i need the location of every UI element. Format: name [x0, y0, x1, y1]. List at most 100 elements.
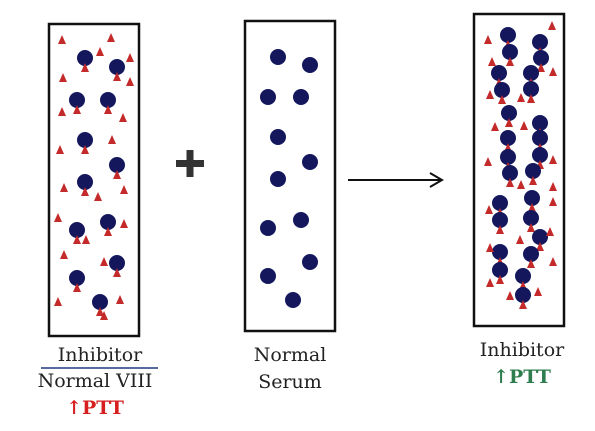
inhibitor-triangle: [484, 35, 492, 44]
normal-factor-dot: [270, 49, 286, 65]
inhibitor-triangle: [119, 113, 127, 122]
normal-factor-dot: [270, 171, 286, 187]
inhibitor-triangle: [54, 297, 62, 306]
neutralized-factor-dot: [491, 65, 507, 81]
left-tube-label-normal-viii: Normal VIII: [37, 370, 153, 392]
inhibitor-triangle: [100, 257, 108, 266]
neutralized-factor-dot: [492, 244, 508, 260]
neutralized-factor-dot: [500, 130, 516, 146]
right-tube-label-ptt-up: ↑PTT: [493, 366, 551, 388]
neutralized-factor-dot: [524, 190, 540, 206]
inhibitor-triangle: [520, 121, 528, 130]
plus-icon: [176, 150, 204, 177]
factor-viii-dot: [100, 92, 116, 108]
neutralized-factor-dot: [523, 81, 539, 97]
inhibitor-triangle: [82, 235, 90, 244]
normal-factor-dot: [293, 212, 309, 228]
bound-inhibitor-triangle: [519, 300, 527, 309]
inhibitor-triangle: [94, 192, 102, 201]
normal-factor-dot: [270, 129, 286, 145]
neutralized-factor-dot: [532, 229, 548, 245]
neutralized-factor-dot: [533, 50, 549, 66]
neutralized-factor-dot: [525, 163, 541, 179]
normal-factor-dot: [260, 220, 276, 236]
middle-tube-label-normal: Normal: [253, 344, 327, 366]
normal-factor-dot: [260, 268, 276, 284]
bound-inhibitor-triangle: [73, 105, 81, 114]
factor-viii-dot: [77, 50, 93, 66]
neutralized-factor-dot: [523, 246, 539, 262]
neutralized-factor-dot: [515, 268, 531, 284]
bound-inhibitor-triangle: [528, 203, 536, 212]
bound-inhibitor-triangle: [505, 118, 513, 127]
inhibitor-triangle: [116, 295, 124, 304]
neutralized-factor-dot: [500, 149, 516, 165]
inhibitor-triangle: [517, 93, 525, 102]
right-arrow-icon: [348, 172, 444, 188]
inhibitor-triangle: [107, 33, 115, 42]
inhibitor-triangle: [59, 73, 67, 82]
neutralized-factor-dot: [502, 44, 518, 60]
inhibitor-triangle: [120, 219, 128, 228]
neutralized-factor-dot: [523, 210, 539, 226]
bound-inhibitor-triangle: [527, 94, 535, 103]
normal-factor-dot: [293, 89, 309, 105]
inhibitor-triangle: [491, 122, 499, 131]
normal-factor-dot: [302, 57, 318, 73]
inhibitor-triangle: [486, 243, 494, 252]
neutralized-factor-dot: [523, 65, 539, 81]
inhibitor-triangle: [534, 287, 542, 296]
factor-viii-dot: [77, 132, 93, 148]
factor-viii-dot: [77, 174, 93, 190]
inhibitor-triangle: [506, 291, 514, 300]
neutralized-factor-dot: [532, 130, 548, 146]
neutralized-factor-dot: [501, 105, 517, 121]
neutralized-factor-dot: [492, 212, 508, 228]
tube-inhibitor-mixed: [472, 12, 566, 328]
normal-factor-dot: [260, 89, 276, 105]
bound-inhibitor-triangle: [113, 170, 121, 179]
inhibitor-triangle: [485, 205, 493, 214]
neutralized-factor-dot: [492, 195, 508, 211]
inhibitor-triangle: [549, 197, 557, 206]
inhibitor-triangle: [549, 257, 557, 266]
factor-viii-dot: [69, 222, 85, 238]
tube-normal-serum: [243, 19, 337, 333]
inhibitor-triangle: [56, 145, 64, 154]
inhibitor-triangle: [96, 47, 104, 56]
bound-inhibitor-triangle: [527, 259, 535, 268]
inhibitor-triangle: [100, 311, 108, 320]
bound-inhibitor-triangle: [113, 268, 121, 277]
bound-inhibitor-triangle: [536, 242, 544, 251]
factor-viii-dot: [109, 157, 125, 173]
inhibitor-triangle: [548, 21, 556, 30]
bound-inhibitor-triangle: [498, 95, 506, 104]
bound-inhibitor-triangle: [96, 307, 104, 316]
inhibitor-triangle: [516, 235, 524, 244]
factor-viii-dot: [100, 214, 116, 230]
left-tube-label-ptt-up: ↑PTT: [66, 397, 124, 419]
inhibitor-triangle: [517, 180, 525, 189]
inhibitor-triangle: [60, 250, 68, 259]
bound-inhibitor-triangle: [506, 178, 514, 187]
bound-inhibitor-triangle: [496, 275, 504, 284]
normal-factor-dot: [302, 254, 318, 270]
inhibitor-triangle: [549, 155, 557, 164]
bound-inhibitor-triangle: [81, 145, 89, 154]
right-tube-label-inhibitor: Inhibitor: [479, 339, 565, 361]
middle-tube-label-serum: Serum: [258, 371, 322, 393]
inhibitor-triangle: [108, 135, 116, 144]
bound-inhibitor-triangle: [506, 57, 514, 66]
neutralized-factor-dot: [494, 82, 510, 98]
bound-inhibitor-triangle: [104, 105, 112, 114]
factor-viii-dot: [92, 294, 108, 310]
neutralized-factor-dot: [532, 34, 548, 50]
bound-inhibitor-triangle: [104, 227, 112, 236]
inhibitor-triangle: [126, 53, 134, 62]
inhibitor-triangle: [486, 278, 494, 287]
inhibitor-triangle: [484, 157, 492, 166]
neutralized-factor-dot: [532, 147, 548, 163]
neutralized-factor-dot: [500, 27, 516, 43]
inhibitor-triangle: [549, 182, 557, 191]
